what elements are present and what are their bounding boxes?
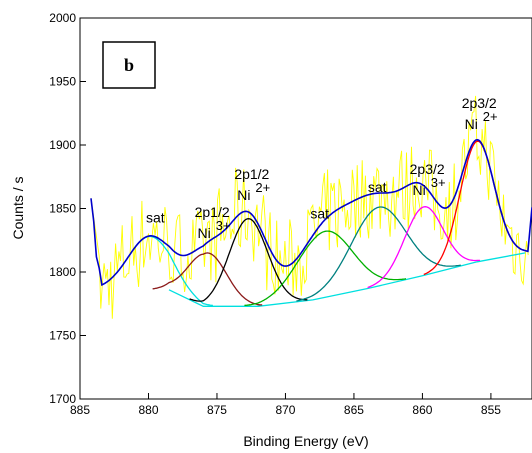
annotation-charge: 3+ <box>431 175 446 190</box>
annotation-orbital: 2p1/2 <box>195 204 230 220</box>
raw-data-layer <box>90 95 529 319</box>
envelope-layer <box>90 138 532 287</box>
y-tick-label: 2000 <box>49 11 76 25</box>
annotation-ni3_2p12: 2p1/2 Ni 3+ <box>195 204 231 241</box>
annotation-element: Ni <box>237 187 250 203</box>
baseline-layer <box>168 252 526 307</box>
annotation-orbital: 2p1/2 <box>234 166 269 182</box>
annotation-sat3: sat <box>368 179 387 195</box>
axes: 885 880 875 870 865 860 855 1700 1750 1800 1850 190… <box>49 11 501 417</box>
x-tick-label: 860 <box>412 403 432 417</box>
y-tick-label: 1700 <box>49 392 76 406</box>
panel-label: b <box>124 55 134 75</box>
annotation-charge: 2+ <box>255 180 270 195</box>
annotation-ni3_2p32: 2p3/2 Ni 3+ <box>410 161 446 198</box>
annotation-sat2: sat <box>310 205 329 221</box>
annotation-label: sat <box>368 179 387 195</box>
annotation-label: sat <box>310 205 329 221</box>
x-tick-label: 880 <box>138 403 158 417</box>
fit-component-5 <box>296 206 461 302</box>
y-tick-label: 1800 <box>49 265 76 279</box>
fit-component-3 <box>189 218 308 302</box>
raw-spectrum-line <box>90 95 529 319</box>
x-tick-label: 855 <box>481 403 501 417</box>
annotation-label: sat <box>146 209 165 225</box>
fit-component-4 <box>244 230 407 307</box>
y-tick-label: 1950 <box>49 75 76 89</box>
annotation-charge: 2+ <box>483 109 498 124</box>
annotation-ni2_2p32: 2p3/2 Ni 2+ <box>462 95 498 132</box>
x-tick-label: 865 <box>344 403 364 417</box>
fit-component-6 <box>367 206 480 289</box>
annotation-element: Ni <box>413 182 426 198</box>
annotation-ni2_2p12: 2p1/2 Ni 2+ <box>234 166 270 203</box>
x-tick-label: 870 <box>275 403 295 417</box>
fit-component-2 <box>152 252 263 306</box>
annotation-orbital: 2p3/2 <box>462 95 497 111</box>
annotation-charge: 3+ <box>216 218 231 233</box>
fit-envelope-line <box>90 138 532 287</box>
annotation-orbital: 2p3/2 <box>410 161 445 177</box>
annotation-element: Ni <box>465 116 478 132</box>
panel-label-box: b <box>102 41 156 89</box>
annotation-element: Ni <box>198 225 211 241</box>
y-tick-label: 1900 <box>49 138 76 152</box>
y-tick-label: 1750 <box>49 329 76 343</box>
y-axis-title: Counts / s <box>10 176 26 239</box>
x-tick-label: 875 <box>207 403 227 417</box>
y-tick-label: 1850 <box>49 202 76 216</box>
baseline-line <box>168 252 526 307</box>
x-axis-title: Binding Energy (eV) <box>243 433 368 449</box>
x-tick-label: 885 <box>70 403 90 417</box>
annotation-sat1: sat <box>146 209 165 225</box>
